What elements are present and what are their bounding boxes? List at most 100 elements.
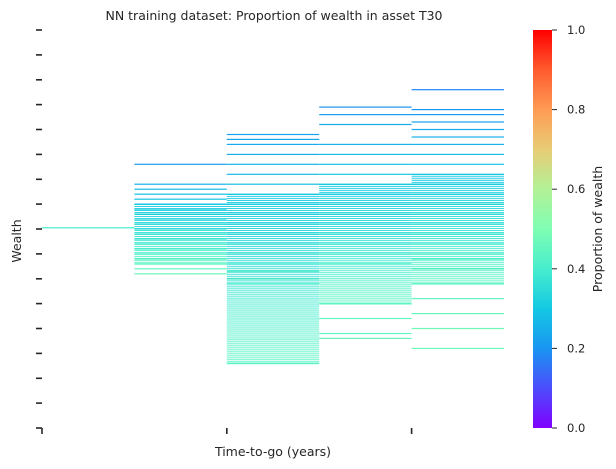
heatmap-cell bbox=[411, 180, 504, 182]
heatmap-cell bbox=[226, 259, 320, 261]
heatmap-band bbox=[134, 248, 227, 250]
heatmap-cell bbox=[319, 249, 412, 251]
heatmap-cell bbox=[319, 226, 412, 227]
heatmap-band bbox=[411, 313, 504, 315]
heatmap-cell bbox=[411, 202, 504, 203]
heatmap-cell bbox=[319, 202, 412, 203]
heatmap-cell bbox=[319, 291, 412, 293]
heatmap-cell bbox=[319, 271, 412, 273]
heatmap-cell bbox=[411, 226, 504, 227]
heatmap-cell bbox=[319, 279, 412, 281]
heatmap-cell bbox=[134, 210, 227, 211]
heatmap-cell bbox=[411, 241, 504, 243]
heatmap-cell bbox=[319, 216, 412, 217]
heatmap-cell bbox=[411, 277, 504, 279]
heatmap-cell bbox=[226, 353, 320, 355]
heatmap-cell bbox=[134, 236, 227, 237]
heatmap-band bbox=[226, 270, 320, 272]
heatmap-cell bbox=[411, 273, 504, 275]
heatmap-cell bbox=[226, 263, 320, 265]
heatmap-band bbox=[411, 173, 504, 175]
heatmap-cell bbox=[226, 206, 320, 207]
heatmap-band bbox=[134, 268, 227, 270]
heatmap-cell bbox=[319, 194, 412, 196]
heatmap-cell bbox=[226, 285, 320, 287]
heatmap-cell bbox=[226, 257, 320, 259]
heatmap-cell bbox=[226, 236, 320, 237]
heatmap-cell bbox=[319, 289, 412, 291]
heatmap-band bbox=[319, 114, 412, 116]
heatmap-cell bbox=[411, 257, 504, 259]
heatmap-band bbox=[411, 136, 504, 138]
heatmap-band bbox=[319, 173, 412, 175]
heatmap-cell bbox=[411, 263, 504, 265]
heatmap-cell bbox=[226, 293, 320, 295]
heatmap-cell bbox=[226, 361, 320, 363]
heatmap-cell bbox=[226, 347, 320, 349]
heatmap-cell bbox=[411, 261, 504, 263]
heatmap-cell bbox=[226, 239, 320, 241]
heatmap-cell bbox=[411, 267, 504, 269]
heatmap-cell bbox=[226, 218, 320, 219]
heatmap-band bbox=[411, 89, 504, 91]
heatmap-cell bbox=[226, 341, 320, 343]
heatmap-band bbox=[319, 332, 412, 335]
heatmap-cell bbox=[134, 224, 227, 225]
heatmap-cell bbox=[226, 267, 320, 269]
heatmap-band bbox=[134, 198, 227, 200]
heatmap-cell bbox=[319, 257, 412, 259]
heatmap-cell bbox=[226, 224, 320, 225]
heatmap-cell bbox=[226, 220, 320, 221]
heatmap-cell bbox=[226, 247, 320, 249]
heatmap-band bbox=[319, 317, 412, 320]
heatmap-cell bbox=[411, 192, 504, 194]
heatmap-cell bbox=[319, 301, 412, 303]
heatmap-band bbox=[411, 298, 504, 300]
heatmap-cell bbox=[226, 301, 320, 303]
heatmap-cell bbox=[411, 238, 504, 239]
heatmap-cell bbox=[319, 287, 412, 289]
heatmap-cell bbox=[319, 283, 412, 285]
heatmap-cell bbox=[134, 243, 227, 245]
heatmap-cell bbox=[226, 337, 320, 339]
heatmap-cell bbox=[134, 259, 227, 261]
heatmap-cell bbox=[226, 245, 320, 247]
heatmap-band bbox=[134, 163, 227, 165]
heatmap-cell bbox=[411, 243, 504, 245]
heatmap-cell bbox=[319, 241, 412, 243]
heatmap-cell bbox=[411, 198, 504, 200]
heatmap-band bbox=[134, 258, 227, 260]
heatmap-cell bbox=[226, 299, 320, 301]
heatmap-band bbox=[226, 173, 320, 175]
heatmap-cell bbox=[226, 243, 320, 245]
heatmap-band bbox=[226, 278, 320, 280]
heatmap-cell bbox=[226, 271, 320, 273]
heatmap-cell bbox=[134, 226, 227, 227]
heatmap-cell bbox=[411, 174, 504, 176]
heatmap-band bbox=[226, 138, 320, 140]
heatmap-cell bbox=[411, 194, 504, 196]
heatmap-cell bbox=[134, 222, 227, 223]
heatmap-cell bbox=[319, 265, 412, 267]
heatmap-cell bbox=[226, 333, 320, 335]
heatmap-band bbox=[134, 193, 227, 195]
heatmap-cell bbox=[411, 178, 504, 180]
heatmap-band bbox=[319, 153, 412, 155]
heatmap-cell bbox=[319, 220, 412, 221]
heatmap-band bbox=[134, 228, 227, 230]
heatmap-cell bbox=[319, 232, 412, 233]
heatmap-cell bbox=[411, 251, 504, 253]
heatmap-cell bbox=[226, 230, 320, 231]
heatmap-cell bbox=[226, 249, 320, 251]
heatmap-band bbox=[226, 153, 320, 155]
heatmap-cell bbox=[134, 238, 227, 239]
heatmap-cell bbox=[411, 214, 504, 215]
heatmap-cell bbox=[134, 261, 227, 263]
heatmap-cell bbox=[226, 222, 320, 223]
heatmap-cell bbox=[134, 234, 227, 235]
heatmap-cell bbox=[411, 265, 504, 267]
heatmap-cell bbox=[226, 313, 320, 315]
x-axis-label: Time-to-go (years) bbox=[214, 444, 331, 459]
heatmap-cell bbox=[226, 307, 320, 309]
heatmap-cell bbox=[226, 355, 320, 357]
